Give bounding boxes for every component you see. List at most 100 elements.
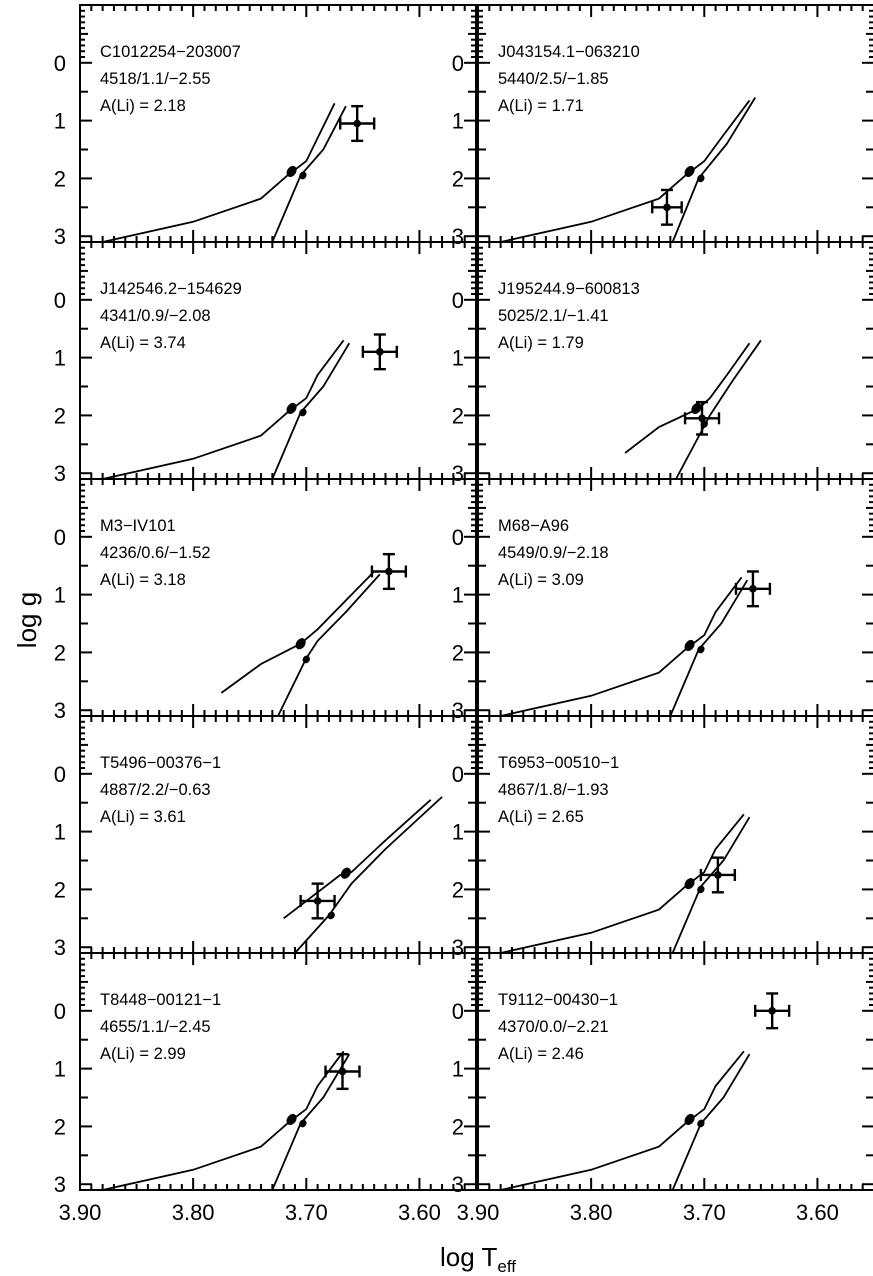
- track-marker: [340, 867, 351, 879]
- isochrone-branch: [669, 579, 749, 717]
- star-name-label: M68−A96: [498, 517, 569, 535]
- track-marker: [295, 638, 306, 650]
- y-tick-label: 2: [54, 877, 66, 902]
- stellar-parameters-label: 5025/2.1/−1.41: [498, 307, 609, 325]
- y-tick-label: 1: [54, 346, 66, 371]
- star-point: [651, 188, 683, 226]
- stellar-parameters-label: 4518/1.1/−2.55: [100, 70, 211, 88]
- lithium-abundance-label: A(Li) = 3.74: [100, 334, 186, 352]
- x-axis-title: log Teff: [440, 1242, 516, 1276]
- y-tick-label: 3: [452, 1172, 464, 1197]
- track-marker: [286, 402, 297, 415]
- isochrone-track: [500, 1050, 745, 1191]
- isochrone-branch: [271, 342, 351, 480]
- star-point: [699, 856, 737, 894]
- y-axis-title: log g: [12, 592, 42, 648]
- stellar-parameters-label: 4236/0.6/−1.52: [100, 544, 211, 562]
- isochrone-branch: [675, 339, 762, 480]
- x-axis-title-main: log T: [440, 1242, 497, 1272]
- track-marker: [302, 655, 310, 664]
- y-tick-label: 0: [54, 999, 66, 1024]
- panel-frame: [477, 478, 873, 717]
- star-point: [324, 1052, 361, 1091]
- y-tick-label: 2: [452, 1114, 464, 1139]
- star-name-label: M3−IV101: [100, 517, 176, 535]
- panel-2: 0123J043154.1−0632105440/2.5/−1.85A(Li) …: [452, 4, 873, 249]
- isochrone-branch: [671, 97, 756, 243]
- isochrone-track: [220, 570, 375, 694]
- lithium-abundance-label: A(Li) = 3.18: [100, 571, 186, 589]
- star-marker: [313, 897, 322, 905]
- stellar-parameters-label: 4887/2.2/−0.63: [100, 781, 211, 799]
- y-tick-label: 0: [54, 762, 66, 787]
- stellar-parameters-label: 4370/0.0/−2.21: [498, 1018, 609, 1036]
- star-marker: [376, 348, 384, 356]
- track-marker: [697, 1119, 705, 1128]
- star-point: [683, 400, 721, 436]
- panel-7: 0 1 2 3 T5496−00376−1 4887/2.2/−0.63 A(Li) = 3…: [54, 715, 477, 960]
- panel-3: 0 1 2 3 J142546.2−154629 4341/0.9/−2.08 A(Li) …: [54, 241, 477, 486]
- isochrone-track: [500, 576, 743, 717]
- isochrone-branch: [271, 105, 347, 243]
- isochrone-branch: [671, 816, 751, 954]
- panel-frame: [477, 241, 873, 480]
- x-tick-label: 3.60: [796, 1200, 839, 1225]
- track-marker: [286, 165, 297, 178]
- star-point: [339, 104, 376, 143]
- star-marker: [698, 414, 706, 423]
- isochrone-track: [624, 342, 751, 454]
- star-marker: [749, 585, 757, 593]
- y-tick-label: 0: [452, 525, 464, 550]
- stellar-parameters-label: 4341/0.9/−2.08: [100, 307, 211, 325]
- stellar-parameters-label: 5440/2.5/−1.85: [498, 70, 609, 88]
- lithium-abundance-label: A(Li) = 2.18: [100, 97, 186, 115]
- isochrone-branch: [271, 1053, 351, 1191]
- track-marker: [286, 1113, 297, 1126]
- panel-4: 0123J195244.9−6008135025/2.1/−1.41A(Li) …: [452, 241, 873, 486]
- y-tick-label: 2: [452, 166, 464, 191]
- y-tick-label: 1: [452, 820, 464, 845]
- isochrone-track: [500, 813, 745, 954]
- star-name-label: J195244.9−600813: [498, 280, 640, 298]
- panel-9: 0 1 2 3 3.90 3.80 3.70 3.60 T8448−00121−1 4655/1.…: [54, 952, 477, 1225]
- star-point: [361, 333, 398, 371]
- star-marker: [353, 119, 362, 128]
- panel-10: 0 1 2 3 3.90 3.80 3.70 3.60 T9112−00430−1 4370/0.…: [452, 952, 873, 1225]
- y-tick-label: 1: [452, 109, 464, 134]
- panel-frame: [79, 715, 477, 954]
- y-tick-label: 0: [54, 51, 66, 76]
- stellar-parameters-label: 4655/1.1/−2.45: [100, 1018, 211, 1036]
- lithium-abundance-label: A(Li) = 1.79: [498, 334, 584, 352]
- isochrone-branch: [671, 1053, 751, 1191]
- y-tick-label: 1: [54, 1057, 66, 1082]
- lithium-abundance-label: A(Li) = 2.99: [100, 1045, 186, 1063]
- x-axis-title-subscript: eff: [497, 1257, 516, 1276]
- track-marker: [697, 174, 705, 183]
- isochrone-track: [102, 102, 336, 243]
- lithium-abundance-label: A(Li) = 1.71: [498, 97, 584, 115]
- x-tick-label: 3.70: [683, 1200, 726, 1225]
- star-name-label: T6953−00510−1: [498, 754, 619, 772]
- y-tick-label: 2: [452, 640, 464, 665]
- star-point: [370, 552, 408, 591]
- y-tick-label: 3: [54, 1172, 66, 1197]
- y-tick-label: 0: [54, 525, 66, 550]
- star-marker: [663, 203, 671, 212]
- track-marker: [299, 408, 307, 417]
- panel-1: 0 1 2 3 C1012254−203007 4518/1.1/−2.55 A(Li) =…: [54, 4, 477, 249]
- track-marker: [684, 1113, 695, 1126]
- y-tick-label: 2: [452, 403, 464, 428]
- x-tick-label: 3.70: [285, 1200, 328, 1225]
- isochrone-branch: [294, 796, 443, 954]
- track-marker: [691, 402, 702, 415]
- star-name-label: J142546.2−154629: [100, 280, 242, 298]
- x-tick-label: 3.90: [59, 1200, 102, 1225]
- panel-frame: [79, 478, 477, 717]
- panel-frame: [477, 715, 873, 954]
- track-marker: [697, 645, 705, 654]
- star-name-label: C1012254−203007: [100, 43, 241, 61]
- y-tick-label: 1: [54, 820, 66, 845]
